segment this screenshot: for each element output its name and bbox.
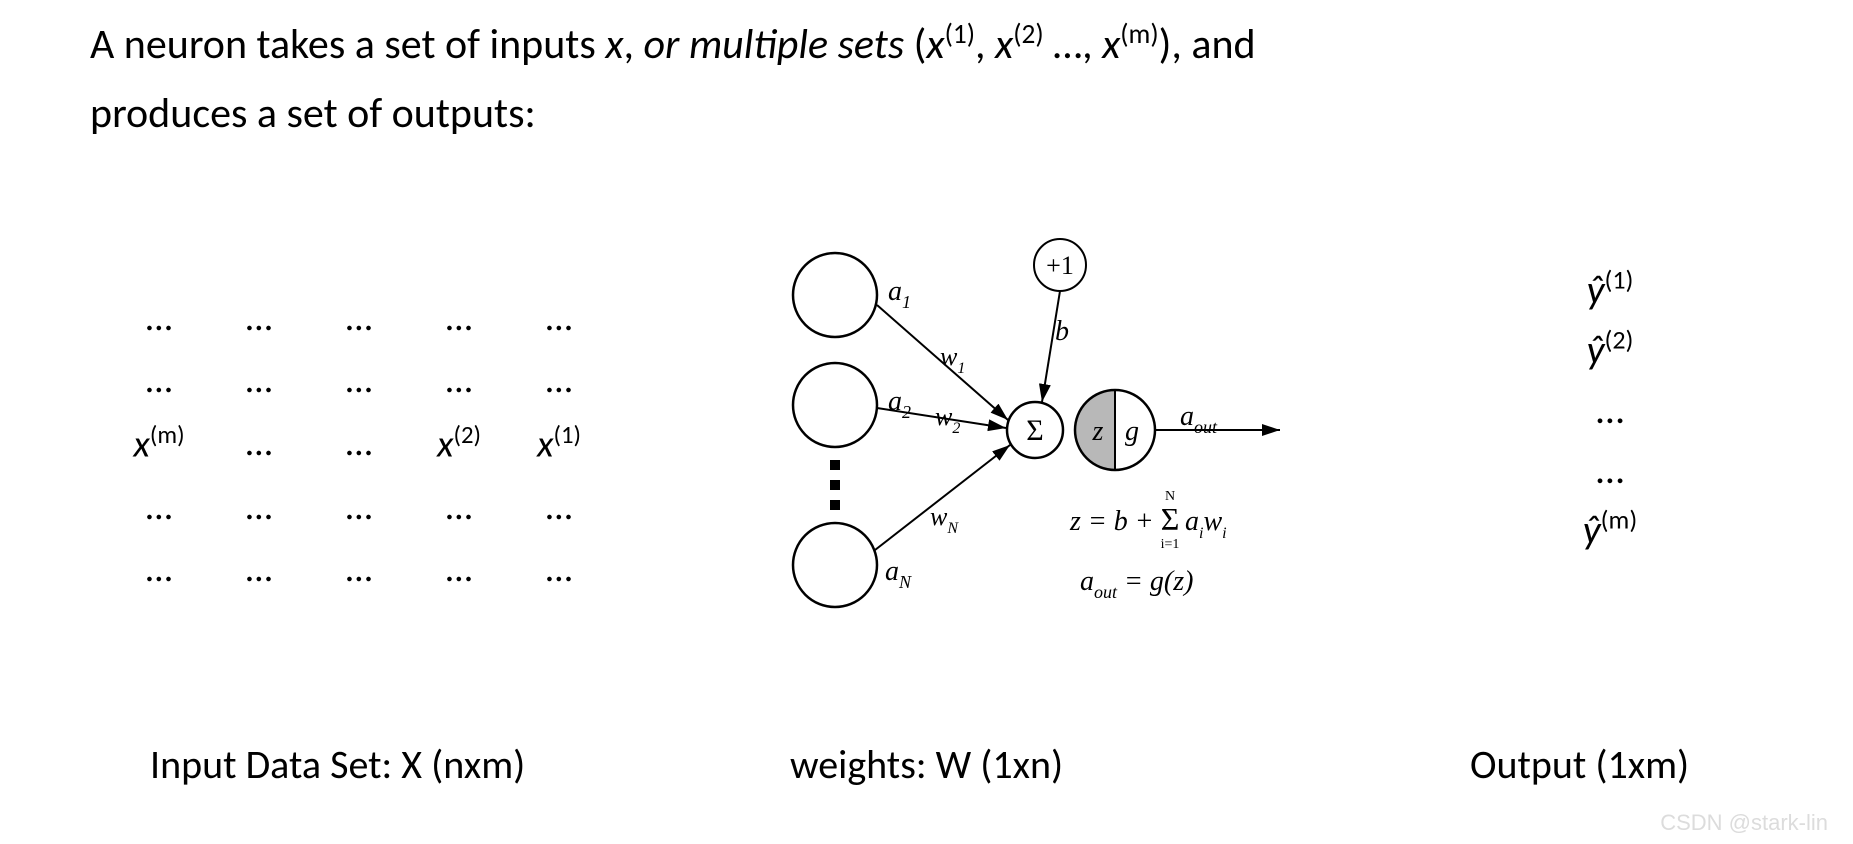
vdot xyxy=(830,460,840,470)
matrix-table: … … … … … … … … … … x(m) … … x(2) x(1) …… xyxy=(90,280,628,607)
dots: … xyxy=(428,294,490,342)
svg-text:i=1: i=1 xyxy=(1161,537,1180,552)
xm-base: x xyxy=(133,422,149,468)
svg-text:z = b +: z = b + xyxy=(1069,506,1154,537)
ydots1: … xyxy=(1550,380,1670,440)
z-label: z xyxy=(1092,416,1104,447)
dots: … xyxy=(428,483,490,531)
y2: ŷ(2) xyxy=(1550,320,1670,380)
aout-label: aout xyxy=(1180,401,1218,437)
dots: … xyxy=(228,545,290,593)
a1-label: a1 xyxy=(888,276,911,312)
dots: … xyxy=(228,418,290,469)
input-node-1 xyxy=(793,253,877,337)
watermark: CSDN @stark-lin xyxy=(1660,810,1828,836)
input-matrix: … … … … … … … … … … x(m) … … x(2) x(1) …… xyxy=(90,280,628,607)
dots: … xyxy=(328,294,390,342)
vdot xyxy=(830,480,840,490)
svg-text:aout = g(z): aout = g(z) xyxy=(1080,566,1193,602)
hdr-sup2: (2) xyxy=(1013,18,1043,51)
caption-output: Output (1xm) xyxy=(1470,740,1689,789)
dots: … xyxy=(128,545,190,593)
x1-sup: (1) xyxy=(553,419,580,450)
wN-label: wN xyxy=(930,502,959,537)
vdot xyxy=(830,500,840,510)
x2-sup: (2) xyxy=(453,419,480,450)
g-label: g xyxy=(1125,416,1139,447)
dots: … xyxy=(128,356,190,404)
dots: … xyxy=(528,294,590,342)
eq1: z = b + N Σ i=1 aiwi xyxy=(1069,489,1227,552)
hdr-x1: x xyxy=(926,19,944,70)
caption-weights: weights: W (1xn) xyxy=(790,740,1063,789)
sigma-label: Σ xyxy=(1026,414,1043,447)
bias-label: +1 xyxy=(1046,251,1074,280)
x2-base: x xyxy=(437,422,453,468)
dots: … xyxy=(528,356,590,404)
header-text: A neuron takes a set of inputs x, or mul… xyxy=(90,10,1790,149)
dots: … xyxy=(528,545,590,593)
input-node-n xyxy=(793,523,877,607)
caption-input: Input Data Set: X (nxm) xyxy=(150,740,525,789)
b-label: b xyxy=(1055,316,1069,347)
ydots2: … xyxy=(1550,440,1670,500)
dots: … xyxy=(228,483,290,531)
svg-text:Σ: Σ xyxy=(1161,501,1180,537)
hdr-italic: or multiple sets xyxy=(644,19,905,70)
w2-label: w2 xyxy=(935,402,960,437)
hdr-close: ), and xyxy=(1159,19,1256,70)
neuron-diagram: +1 Σ z g a1 a2 aN w1 w2 wN b aout z = b … xyxy=(780,230,1340,650)
dots: … xyxy=(128,294,190,342)
dots: … xyxy=(328,545,390,593)
edge-aN xyxy=(875,445,1010,550)
dots: … xyxy=(428,545,490,593)
dots: … xyxy=(528,483,590,531)
aN-label: aN xyxy=(885,556,912,592)
hdr-xm: x xyxy=(1102,19,1120,70)
neuron-svg: +1 Σ z g a1 a2 aN w1 w2 wN b aout z = b … xyxy=(780,230,1340,650)
zg-node: z g xyxy=(1075,390,1155,470)
hdr-supm: (m) xyxy=(1120,18,1158,51)
hdr-x2: x xyxy=(995,19,1013,70)
hdr-mid: , xyxy=(624,19,644,70)
x2-cell: x(2) xyxy=(428,418,490,469)
output-vector: ŷ(1) ŷ(2) … … ŷ(m) xyxy=(1550,260,1670,560)
dots: … xyxy=(328,356,390,404)
dots: … xyxy=(228,356,290,404)
xm-cell: x(m) xyxy=(128,418,190,469)
dots: … xyxy=(428,356,490,404)
ym: ŷ(m) xyxy=(1550,500,1670,560)
x1-cell: x(1) xyxy=(528,418,590,469)
dots: … xyxy=(228,294,290,342)
y1: ŷ(1) xyxy=(1550,260,1670,320)
eq2: aout = g(z) xyxy=(1080,566,1193,602)
dots: … xyxy=(328,483,390,531)
hdr-open: ( xyxy=(904,19,926,70)
hdr-prefix: A neuron takes a set of inputs xyxy=(90,19,605,70)
svg-text:aiwi: aiwi xyxy=(1185,506,1227,542)
hdr-x: x xyxy=(605,19,623,70)
a2-label: a2 xyxy=(888,386,911,422)
hdr-c1: , xyxy=(975,19,995,70)
hdr-ell: …, xyxy=(1044,19,1102,70)
x1-base: x xyxy=(537,422,553,468)
hdr-sup1: (1) xyxy=(945,18,975,51)
input-node-2 xyxy=(793,363,877,447)
dots: … xyxy=(328,418,390,469)
xm-sup: (m) xyxy=(150,419,185,450)
hdr-line2: produces a set of outputs: xyxy=(90,88,536,139)
dots: … xyxy=(128,483,190,531)
